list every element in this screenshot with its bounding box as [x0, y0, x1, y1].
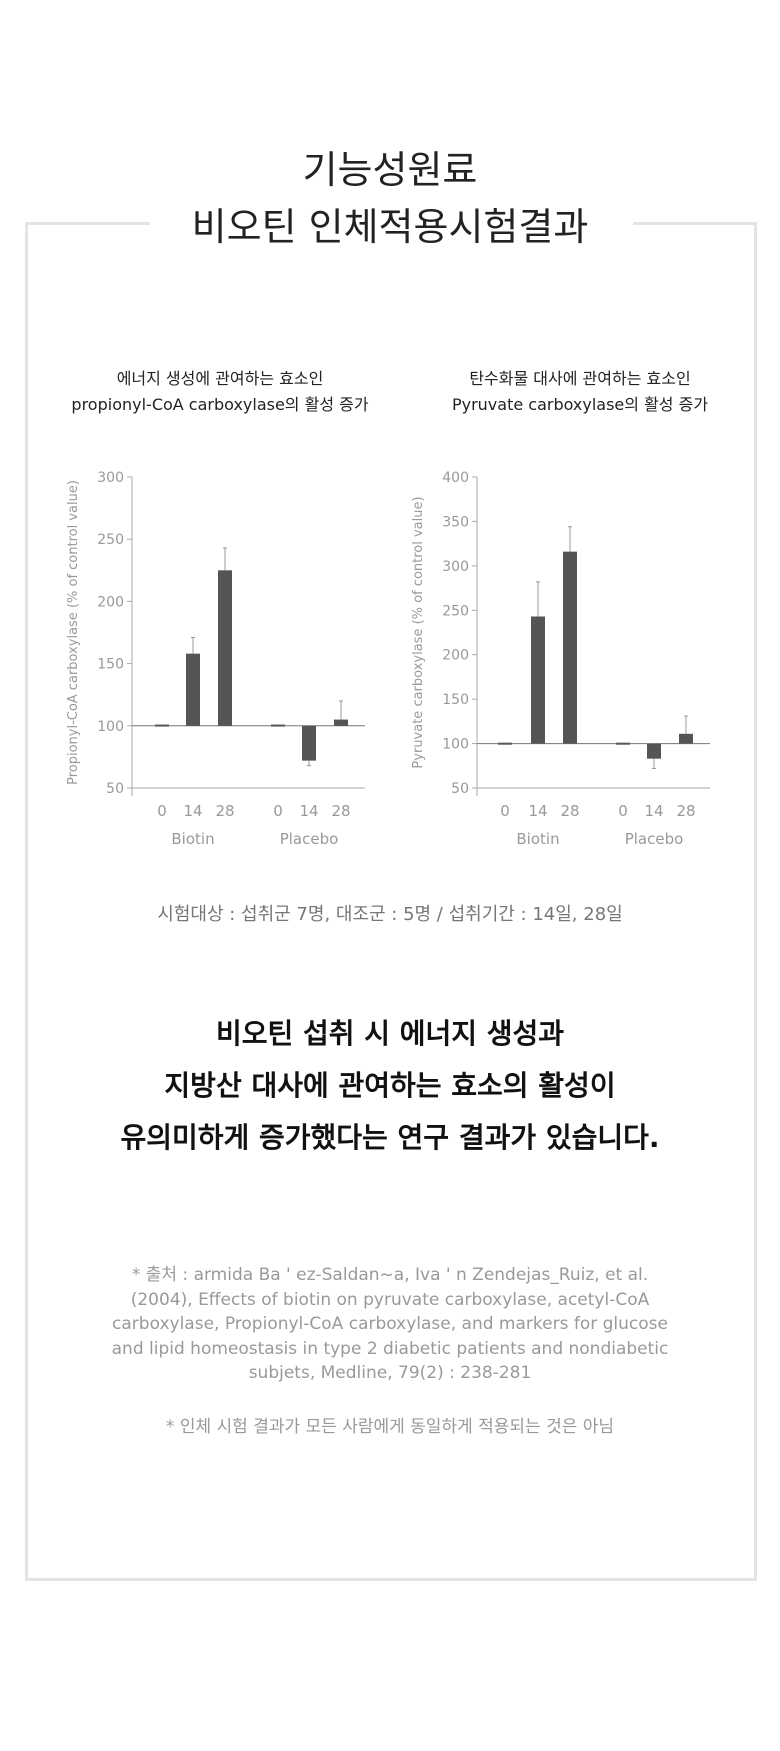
main-text-line: 비오틴 섭취 시 에너지 생성과 [215, 1017, 565, 1050]
bar [679, 733, 693, 744]
group-label: Biotin [516, 830, 559, 848]
x-tick-label: 14 [528, 802, 547, 820]
bar [302, 725, 316, 761]
title-line1: 기능성원료 [302, 148, 478, 192]
reference-line: subjets, Medline, 79(2) : 238-281 [248, 1363, 532, 1383]
y-tick-label: 50 [451, 781, 469, 797]
x-tick-label: 14 [644, 802, 663, 820]
bar [155, 724, 169, 727]
bar [647, 743, 661, 759]
x-tick-label: 0 [618, 802, 628, 820]
y-tick-label: 50 [106, 781, 124, 797]
group-label: Biotin [171, 830, 214, 848]
y-tick-label: 400 [442, 470, 469, 486]
y-tick-label: 350 [442, 514, 469, 530]
y-tick-label: 250 [97, 532, 124, 548]
main-text-line: 유의미하게 증가했다는 연구 결과가 있습니다. [120, 1121, 660, 1154]
group-label: Placebo [625, 830, 684, 848]
chart2-caption: 탄수화물 대사에 관여하는 효소인 Pyruvate carboxylase의 … [400, 366, 760, 418]
main-text: 비오틴 섭취 시 에너지 생성과 지방산 대사에 관여하는 효소의 활성이 유의… [0, 1008, 780, 1164]
reference-line: carboxylase, Propionyl-CoA carboxylase, … [112, 1314, 668, 1334]
x-tick-label: 14 [299, 802, 318, 820]
frame-top-right [633, 222, 754, 225]
frame-top-left [25, 222, 150, 225]
reference: * 출처 : armida Ba ' ez-Saldan~a, Iva ' n … [60, 1263, 720, 1386]
y-tick-label: 150 [442, 692, 469, 708]
chart2-caption-line2: Pyruvate carboxylase의 활성 증가 [451, 395, 709, 414]
bar [531, 616, 545, 744]
y-tick-label: 100 [442, 737, 469, 753]
x-tick-label: 14 [183, 802, 202, 820]
y-axis-label: Pyruvate carboxylase (% of control value… [411, 496, 426, 768]
group-label: Placebo [280, 830, 339, 848]
y-tick-label: 200 [442, 648, 469, 664]
x-tick-label: 0 [500, 802, 510, 820]
bar [498, 742, 512, 745]
bar [334, 719, 348, 726]
disclaimer: * 인체 시험 결과가 모든 사람에게 동일하게 적용되는 것은 아님 [165, 1417, 615, 1437]
x-tick-label: 28 [331, 802, 350, 820]
y-tick-label: 300 [442, 559, 469, 575]
reference-line: * 출처 : armida Ba ' ez-Saldan~a, Iva ' n … [131, 1265, 649, 1285]
chart1-caption-line1: 에너지 생성에 관여하는 효소인 [116, 369, 324, 388]
chart2-caption-line1: 탄수화물 대사에 관여하는 효소인 [469, 369, 691, 388]
x-tick-label: 0 [157, 802, 167, 820]
x-tick-label: 28 [215, 802, 234, 820]
bar [563, 551, 577, 744]
y-tick-label: 100 [97, 719, 124, 735]
bar [271, 724, 285, 727]
y-tick-label: 300 [97, 470, 124, 486]
y-axis-label: Propionyl-CoA carboxylase (% of control … [66, 480, 81, 785]
content-frame [25, 222, 757, 1581]
y-tick-label: 250 [442, 603, 469, 619]
charts: 50 100 150 200 250 300 Propionyl-CoA carboxyla… [66, 470, 710, 848]
bar [186, 653, 200, 726]
reference-line: (2004), Effects of biotin on pyruvate ca… [130, 1289, 650, 1310]
main-text-line: 지방산 대사에 관여하는 효소의 활성이 [164, 1069, 616, 1102]
x-tick-label: 28 [560, 802, 579, 820]
reference-line: and lipid homeostasis in type 2 diabetic… [111, 1338, 669, 1359]
title-line2: 비오틴 인체적용시험결과 [191, 205, 589, 249]
bar [218, 570, 232, 726]
x-tick-label: 28 [676, 802, 695, 820]
trial-info: 시험대상 : 섭취군 7명, 대조군 : 5명 / 섭취기간 : 14일, 28… [157, 904, 623, 925]
chart1-caption-line2: propionyl-CoA carboxylase의 활성 증가 [71, 395, 369, 414]
y-tick-label: 150 [97, 657, 124, 673]
chart1-caption: 에너지 생성에 관여하는 효소인 propionyl-CoA carboxyla… [40, 366, 400, 418]
x-tick-label: 0 [273, 802, 283, 820]
bar [616, 742, 630, 745]
y-tick-label: 200 [97, 594, 124, 610]
